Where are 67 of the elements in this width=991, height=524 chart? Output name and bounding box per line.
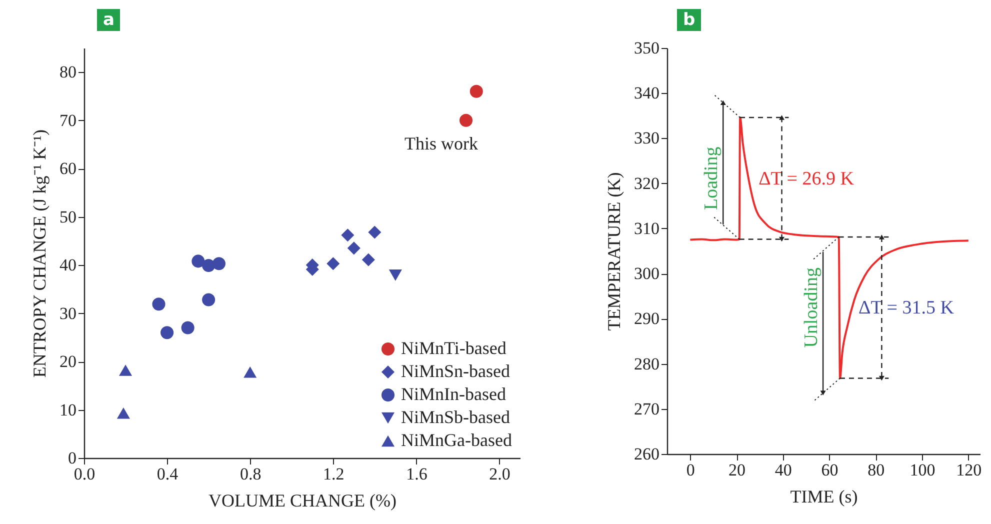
point	[119, 364, 132, 376]
y-tick-label: 260	[634, 444, 660, 464]
y-tick-label: 320	[634, 174, 660, 193]
y-tick-label: 350	[634, 38, 660, 58]
y-tick-label: 310	[634, 218, 660, 238]
y-tick-label: 40	[60, 256, 76, 275]
point	[160, 326, 174, 340]
x-tick-label: 120	[956, 460, 982, 480]
point	[470, 84, 483, 98]
point	[152, 298, 166, 311]
y-tick-label: 50	[60, 207, 76, 226]
y-tick-label: 290	[634, 309, 660, 328]
chart-title: b	[677, 9, 702, 31]
y-tick-label: 280	[634, 354, 660, 374]
point	[326, 257, 340, 270]
point	[202, 259, 216, 272]
point	[362, 253, 375, 266]
legend-label: NiMnSn-based	[401, 361, 510, 381]
x-tick-label: 20	[728, 460, 746, 480]
y-tick-label: 30	[60, 304, 76, 323]
x-tick-label: 1.2	[323, 464, 344, 484]
point	[181, 321, 194, 334]
x-tick-label: 2.0	[489, 464, 510, 484]
point	[244, 366, 257, 378]
line-series	[689, 116, 970, 380]
point	[368, 226, 382, 239]
annotation: ΔT = 26.9 K	[758, 168, 854, 190]
legend-label: NiMnSb-based	[401, 407, 510, 427]
y-tick-label: 80	[60, 62, 76, 82]
y-tick-label: 20	[60, 352, 76, 372]
legend-label: NiMnTi-based	[401, 338, 506, 358]
y-tick-label: 70	[60, 110, 76, 130]
legend-label: NiMnGa-based	[401, 430, 512, 450]
point	[192, 254, 205, 268]
point	[347, 242, 360, 255]
x-axis-title: TIME (s)	[790, 486, 858, 506]
annotation: This work	[404, 133, 478, 154]
x-tick-label: 0.8	[240, 464, 262, 484]
x-axis-title: VOLUME CHANGE (%)	[208, 490, 396, 510]
point	[341, 228, 354, 242]
y-tick-label: 270	[634, 399, 660, 418]
point	[202, 293, 216, 306]
legend-label: NiMnIn-based	[401, 384, 506, 404]
y-axis-title: TEMPERATURE (K)	[604, 172, 624, 331]
x-tick-label: 80	[868, 460, 885, 480]
point	[460, 114, 473, 127]
x-tick-label: 0.0	[74, 464, 96, 484]
x-tick-label: 1.6	[406, 464, 428, 484]
x-tick-label: 0	[686, 460, 695, 480]
y-tick-label: 300	[634, 264, 660, 284]
y-tick-label: 0	[68, 448, 76, 468]
annotation: Loading	[701, 146, 722, 210]
point	[388, 270, 402, 281]
y-tick-label: 330	[634, 128, 660, 148]
annotation: ΔT = 31.5 K	[858, 298, 954, 319]
x-tick-label: 0.4	[156, 464, 179, 484]
y-tick-label: 340	[634, 84, 660, 103]
x-tick-label: 100	[910, 460, 936, 480]
y-tick-label: 10	[60, 400, 76, 420]
point	[212, 257, 226, 270]
x-tick-label: 60	[821, 460, 838, 480]
y-axis-title: ENTROPY CHANGE (J kg⁻¹ K⁻¹)	[30, 129, 50, 378]
x-tick-label: 40	[774, 460, 792, 480]
point	[116, 407, 130, 419]
y-tick-label: 60	[60, 159, 76, 178]
annotation: Unloading	[800, 267, 822, 348]
chart-title: a	[97, 9, 120, 31]
